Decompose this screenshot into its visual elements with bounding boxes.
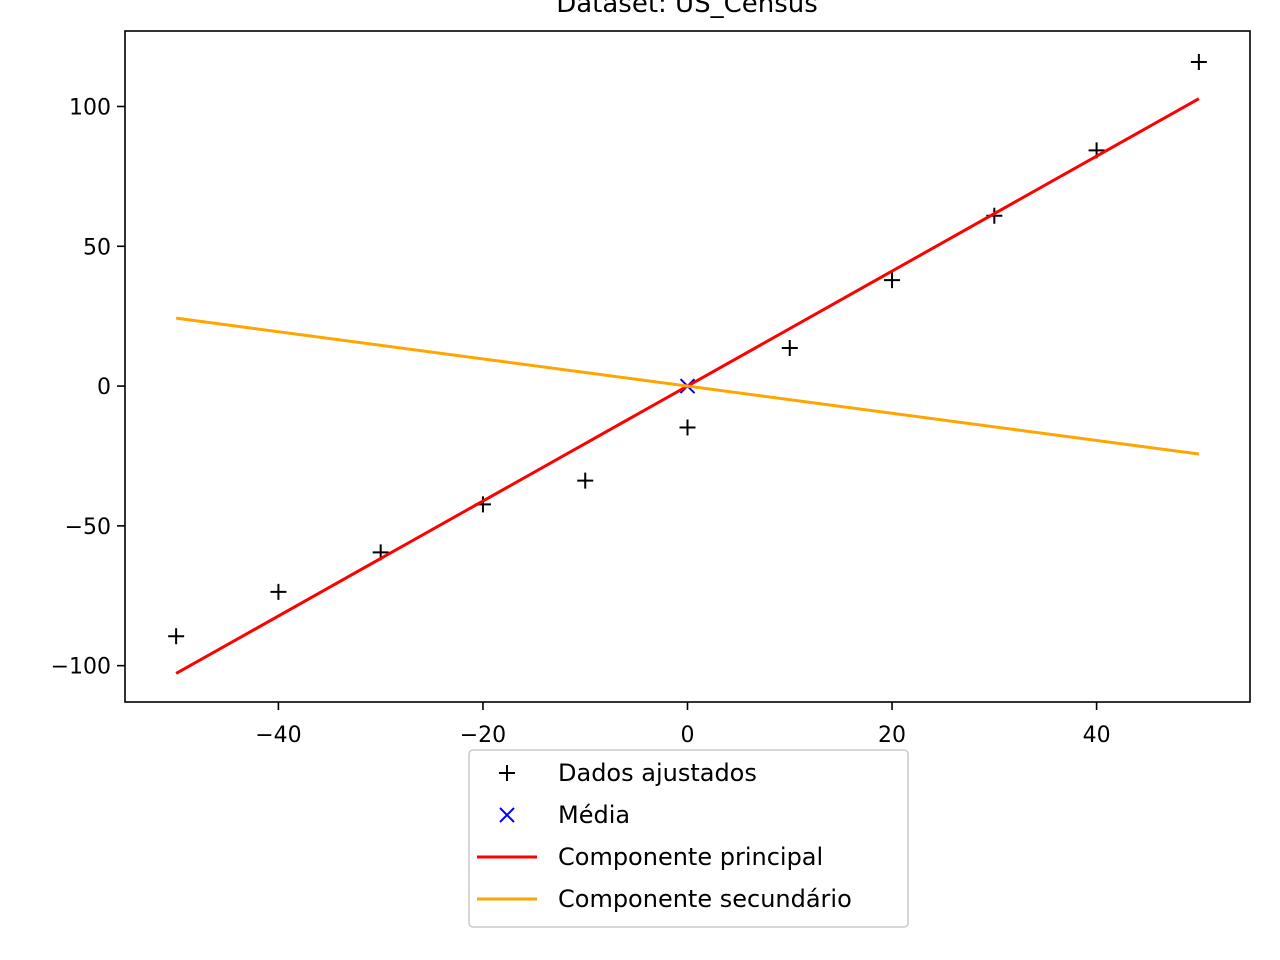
data-point [270, 583, 287, 600]
legend-marker [499, 765, 515, 781]
x-tick-label: 0 [681, 723, 695, 748]
axes-frame [124, 30, 1251, 703]
plot-area [168, 54, 1207, 675]
y-tick-label: 100 [69, 95, 111, 120]
x-tick-label: −40 [255, 723, 301, 748]
legend: Dados ajustados Média Componente principal… [468, 749, 909, 928]
secondary-component-line [175, 316, 1200, 456]
y-tick-label: 50 [83, 235, 111, 260]
legend-item: Dados ajustados [499, 759, 757, 787]
legend-label: Componente principal [558, 843, 823, 871]
legend-item: Componente principal [477, 843, 823, 871]
series-dados-ajustados [168, 54, 1207, 645]
x-axis: −40 −20 0 20 40 [255, 702, 1111, 748]
data-point [168, 628, 185, 645]
y-tick-label: −50 [65, 515, 111, 540]
y-axis: −100 −50 0 50 100 [51, 95, 125, 680]
x-tick-label: −20 [460, 723, 506, 748]
data-point [1190, 54, 1207, 71]
data-point [781, 340, 798, 357]
chart-title: Dataset: US_Census [556, 0, 818, 19]
legend-marker [499, 807, 515, 823]
legend-item: Componente secundário [477, 885, 852, 913]
data-point [884, 272, 901, 289]
legend-item: Média [499, 801, 630, 829]
x-tick-label: 20 [878, 723, 906, 748]
x-tick-label: 40 [1083, 723, 1111, 748]
data-point [577, 472, 594, 489]
y-tick-label: −100 [51, 655, 111, 680]
legend-box [468, 749, 909, 928]
legend-label: Dados ajustados [558, 759, 757, 787]
y-tick-label: 0 [97, 375, 111, 400]
legend-label: Componente secundário [558, 885, 852, 913]
data-point [679, 419, 696, 436]
legend-label: Média [558, 801, 630, 829]
